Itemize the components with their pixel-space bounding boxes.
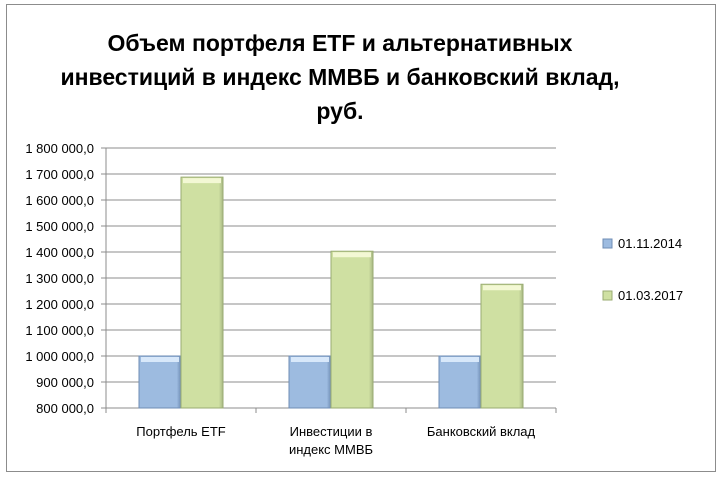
bar-bevel xyxy=(441,357,479,362)
x-tick-label: Инвестиции в xyxy=(290,424,373,439)
legend-label: 01.03.2017 xyxy=(618,288,683,303)
x-tick-label: Портфель ETF xyxy=(136,424,226,439)
bar-01.11.2014 xyxy=(438,355,482,409)
y-tick-label: 1 600 000,0 xyxy=(25,193,94,208)
bar-01.03.2017 xyxy=(480,283,524,409)
y-tick-label: 800 000,0 xyxy=(36,401,94,416)
legend-label: 01.11.2014 xyxy=(618,236,682,251)
bar-bevel xyxy=(291,357,329,362)
y-tick-label: 1 100 000,0 xyxy=(25,323,94,338)
y-tick-label: 1 500 000,0 xyxy=(25,219,94,234)
y-tick-label: 1 800 000,0 xyxy=(25,141,94,156)
bar-01.11.2014 xyxy=(138,355,182,409)
y-tick-label: 1 700 000,0 xyxy=(25,167,94,182)
y-tick-label: 1 000 000,0 xyxy=(25,349,94,364)
bar-bevel xyxy=(141,357,179,362)
legend-swatch xyxy=(602,290,613,301)
y-tick-label: 1 400 000,0 xyxy=(25,245,94,260)
bar-01.11.2014 xyxy=(288,355,332,409)
bar-01.03.2017 xyxy=(330,250,374,409)
y-tick-label: 1 300 000,0 xyxy=(25,271,94,286)
x-tick-label: Банковский вклад xyxy=(427,424,536,439)
bar-bevel xyxy=(183,178,221,184)
legend-swatch xyxy=(602,238,613,249)
chart-frame xyxy=(6,4,716,472)
x-tick-label: индекс ММВБ xyxy=(289,442,373,457)
y-tick-label: 1 200 000,0 xyxy=(25,297,94,312)
bar-bevel xyxy=(483,285,521,291)
bar-01.03.2017 xyxy=(180,176,224,409)
y-tick-label: 900 000,0 xyxy=(36,375,94,390)
bar-bevel xyxy=(333,252,371,258)
chart-title: Объем портфеля ETF и альтернативных инве… xyxy=(60,30,620,124)
